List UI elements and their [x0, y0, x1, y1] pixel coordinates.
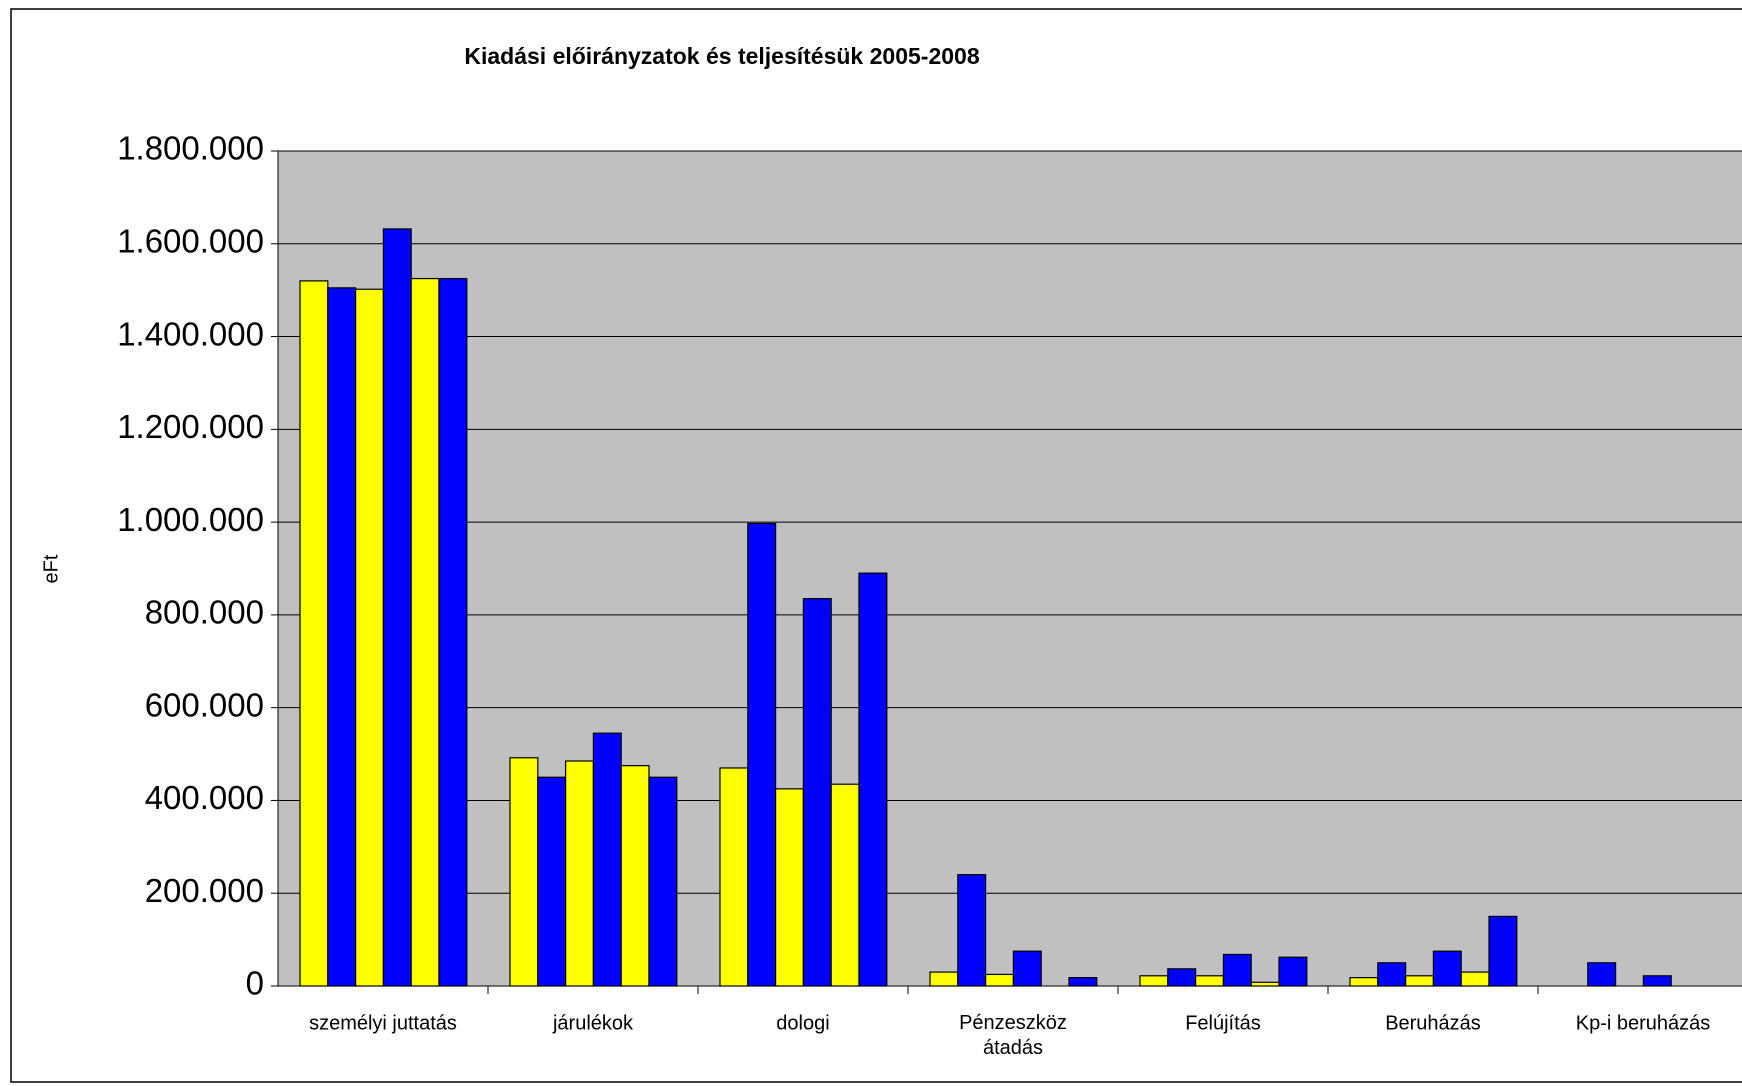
- x-tick-label: személyi juttatás: [309, 1012, 457, 1034]
- bar: [1642, 975, 1672, 987]
- x-tick-label: Kp-i beruházás: [1576, 1012, 1711, 1034]
- y-tick-label: 1.200.000: [117, 408, 264, 445]
- bar: [1167, 968, 1197, 987]
- y-tick-label: 1.400.000: [117, 315, 264, 352]
- y-axis-label: eFt: [40, 554, 62, 583]
- bar: [1587, 962, 1617, 987]
- bar: [858, 572, 888, 987]
- x-tick-label: járulékok: [552, 1012, 634, 1034]
- y-tick-label: 800.000: [145, 594, 264, 631]
- bar: [592, 732, 622, 987]
- x-tick-label: Felújítás: [1185, 1012, 1261, 1034]
- bar: [355, 288, 385, 987]
- chart-title: Kiadási előirányzatok és teljesítésük 20…: [464, 43, 979, 69]
- bar: [929, 971, 959, 987]
- bar: [830, 783, 860, 987]
- bar: [802, 598, 832, 987]
- x-tick-label: dologi: [776, 1012, 829, 1034]
- bar: [1012, 950, 1042, 987]
- bar: [1278, 956, 1308, 987]
- bar: [438, 277, 468, 987]
- y-tick-label: 400.000: [145, 779, 264, 816]
- bar: [1194, 975, 1224, 987]
- x-tick-label: Pénzeszköz átadás: [959, 1012, 1067, 1059]
- bar: [1139, 975, 1169, 987]
- bar: [509, 757, 539, 987]
- y-tick-label: 1.000.000: [117, 501, 264, 538]
- bar: [1404, 975, 1434, 987]
- bar: [537, 776, 567, 987]
- y-tick-label: 1.600.000: [117, 222, 264, 259]
- bar: [410, 277, 440, 987]
- bar: [957, 874, 987, 987]
- bar: [1460, 971, 1490, 987]
- bar: [620, 765, 650, 987]
- bar: [1432, 950, 1462, 987]
- y-tick-label: 0: [246, 965, 264, 1002]
- bar: [648, 776, 678, 987]
- bar: [774, 788, 804, 987]
- bar: [1222, 953, 1252, 987]
- bar: [564, 760, 594, 987]
- y-tick-label: 600.000: [145, 686, 264, 723]
- x-tick-label: Beruházás: [1385, 1012, 1481, 1034]
- bar: [984, 973, 1014, 987]
- bar: [719, 767, 749, 987]
- bar: [1349, 977, 1379, 987]
- bar: [747, 522, 777, 987]
- bar: [1377, 962, 1407, 987]
- y-tick-label: 200.000: [145, 872, 264, 909]
- y-tick-label: 1.800.000: [117, 130, 264, 167]
- bar: [299, 280, 329, 987]
- bar: [1250, 981, 1280, 987]
- bar: [327, 287, 357, 987]
- bar: [1068, 977, 1098, 987]
- bar: [382, 228, 412, 987]
- bar: [1488, 915, 1518, 987]
- plot-area: [277, 150, 1742, 987]
